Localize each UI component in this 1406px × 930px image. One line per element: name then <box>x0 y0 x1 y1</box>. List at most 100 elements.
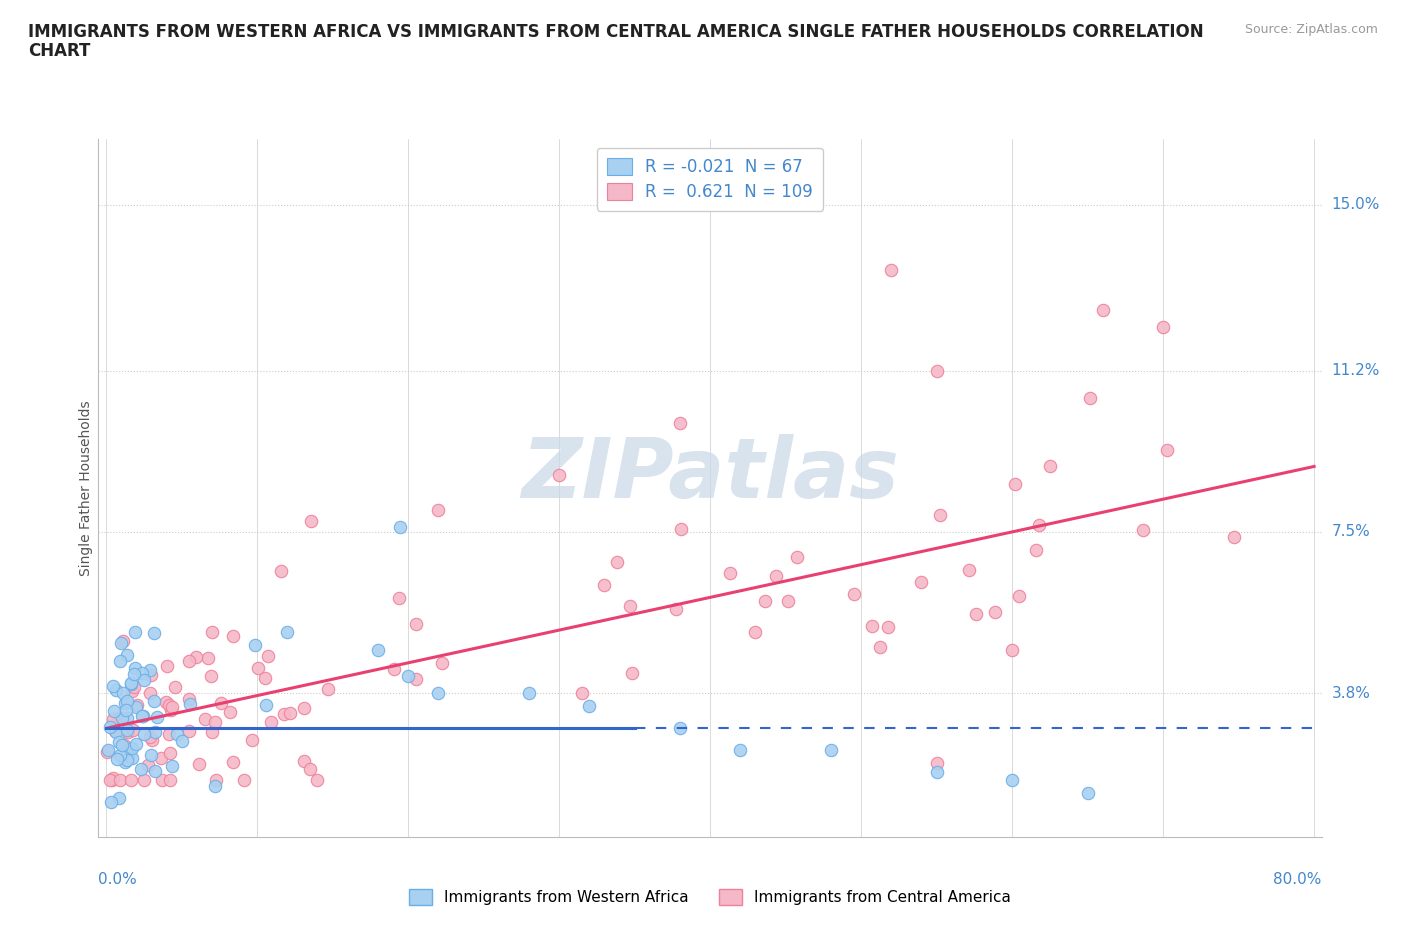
Point <box>299 762 322 777</box>
Point <box>430 656 453 671</box>
Point <box>665 601 688 616</box>
Point <box>131 709 153 724</box>
Point <box>143 724 166 739</box>
Point <box>273 707 295 722</box>
Point <box>925 755 948 770</box>
Point <box>150 773 173 788</box>
Point <box>233 773 256 788</box>
Point <box>718 565 741 580</box>
Point <box>115 711 138 725</box>
Point <box>910 575 932 590</box>
Point <box>204 778 226 793</box>
Point <box>100 794 122 809</box>
Point <box>427 502 450 517</box>
Point <box>122 667 145 682</box>
Point <box>222 628 245 643</box>
Point <box>1001 773 1024 788</box>
Y-axis label: Single Father Households: Single Father Households <box>79 401 93 576</box>
Point <box>188 756 211 771</box>
Point <box>1091 302 1114 317</box>
Point <box>104 683 127 698</box>
Point <box>184 649 207 664</box>
Point <box>112 634 135 649</box>
Point <box>204 714 226 729</box>
Point <box>143 694 166 709</box>
Point <box>157 698 180 712</box>
Point <box>1008 589 1031 604</box>
Point <box>786 550 808 565</box>
Point <box>578 698 600 713</box>
Point <box>121 684 143 698</box>
Point <box>98 719 121 734</box>
Text: 11.2%: 11.2% <box>1331 363 1379 379</box>
Point <box>396 669 419 684</box>
Point <box>166 726 188 741</box>
Point <box>517 685 540 700</box>
Point <box>139 730 162 745</box>
Point <box>201 624 224 639</box>
Point <box>111 711 134 725</box>
Point <box>1152 320 1174 335</box>
Point <box>101 711 124 726</box>
Point <box>125 698 148 712</box>
Point <box>121 751 143 765</box>
Point <box>776 594 799 609</box>
Point <box>138 662 160 677</box>
Point <box>117 724 139 739</box>
Point <box>1028 517 1050 532</box>
Point <box>405 671 427 686</box>
Point <box>200 669 222 684</box>
Point <box>150 751 173 765</box>
Point <box>117 748 139 763</box>
Point <box>606 554 628 569</box>
Point <box>222 754 245 769</box>
Point <box>860 618 883 633</box>
Point <box>108 773 131 788</box>
Point <box>270 563 292 578</box>
Legend: Immigrants from Western Africa, Immigrants from Central America: Immigrants from Western Africa, Immigran… <box>401 882 1019 913</box>
Point <box>204 773 226 788</box>
Point <box>292 700 315 715</box>
Point <box>925 764 948 779</box>
Point <box>254 671 277 686</box>
Point <box>96 744 118 759</box>
Point <box>115 752 138 767</box>
Point <box>201 724 224 739</box>
Text: 80.0%: 80.0% <box>1274 872 1322 887</box>
Point <box>307 773 329 788</box>
Point <box>120 675 142 690</box>
Point <box>160 703 183 718</box>
Point <box>108 735 131 750</box>
Point <box>744 625 766 640</box>
Point <box>929 508 952 523</box>
Point <box>299 513 322 528</box>
Point <box>367 642 389 657</box>
Point <box>1039 458 1062 473</box>
Point <box>115 694 138 709</box>
Point <box>278 706 301 721</box>
Point <box>159 773 181 788</box>
Point <box>121 740 143 755</box>
Point <box>132 772 155 787</box>
Point <box>1025 542 1047 557</box>
Point <box>243 638 266 653</box>
Point <box>620 666 643 681</box>
Point <box>165 680 187 695</box>
Point <box>105 751 128 766</box>
Point <box>156 658 179 673</box>
Point <box>842 587 865 602</box>
Point <box>157 726 180 741</box>
Point <box>254 698 277 712</box>
Point <box>124 661 146 676</box>
Point <box>671 522 693 537</box>
Point <box>145 710 167 724</box>
Point <box>115 703 138 718</box>
Point <box>117 647 139 662</box>
Point <box>129 762 152 777</box>
Point <box>103 678 125 693</box>
Point <box>592 578 614 593</box>
Point <box>728 742 751 757</box>
Point <box>121 773 143 788</box>
Point <box>132 726 155 741</box>
Point <box>877 619 900 634</box>
